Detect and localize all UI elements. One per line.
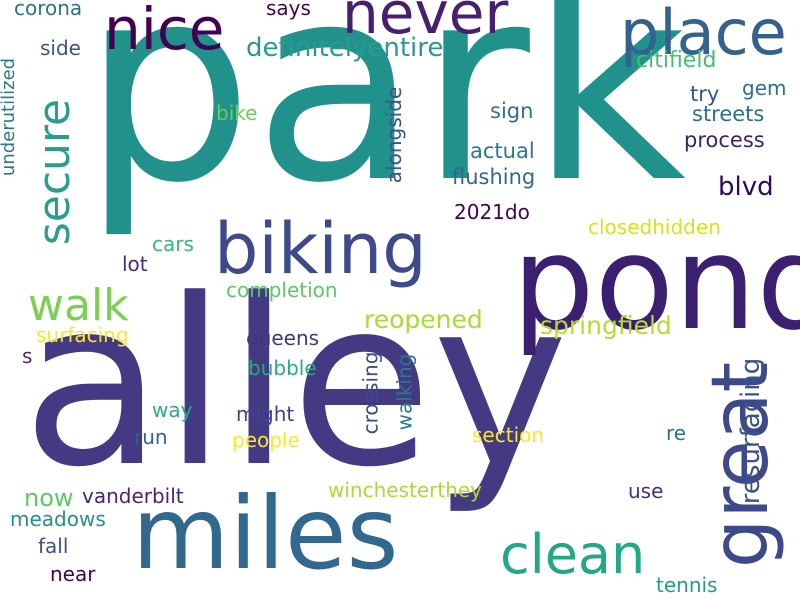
word-closedhidden: closedhidden (588, 215, 721, 239)
word-sign: sign (490, 99, 534, 123)
word-might: might (236, 402, 295, 426)
word-surfacing: surfacing (36, 323, 129, 347)
word-biking: biking (214, 208, 427, 290)
word-streets: streets (692, 102, 765, 126)
word-bubble: bubble (248, 356, 317, 380)
word-blvd: blvd (718, 172, 774, 202)
word-alley: alley (22, 251, 569, 518)
word-miles: miles (132, 475, 399, 592)
word-bike: bike (216, 101, 258, 125)
word-underutilized: underutilized (0, 57, 20, 177)
word-says: says (266, 0, 311, 20)
word-springfield: springfield (540, 311, 672, 340)
word-completion: completion (226, 278, 338, 302)
word-winchesterthey: winchesterthey (328, 478, 483, 502)
word-clean: clean (500, 523, 646, 586)
word-run: run (134, 425, 168, 449)
word-2021do: 2021do (454, 200, 530, 224)
word-nice: nice (104, 0, 225, 63)
word-walking: walking (392, 353, 417, 431)
word-flushing: flushing (452, 165, 536, 189)
word-reopened: reopened (364, 305, 483, 334)
word-now: now (24, 484, 74, 512)
word-cars: cars (152, 232, 194, 256)
word-corona: corona (14, 0, 83, 20)
word-alongside: alongside (382, 86, 407, 184)
word-walk: walk (28, 280, 129, 331)
word-citifield: citifield (636, 48, 717, 73)
word-queens: queens (246, 326, 320, 350)
word-definitelyentire: definitelyentire (246, 33, 444, 63)
word-actual: actual (470, 139, 535, 163)
word-s: s (22, 344, 33, 368)
word-re: re (666, 421, 687, 445)
word-park: park (82, 0, 687, 242)
word-near: near (50, 562, 96, 586)
word-place: place (620, 0, 787, 69)
word-section: section (472, 423, 545, 447)
word-resurfacing: resurfacing (736, 357, 767, 505)
word-gem: gem (742, 76, 787, 100)
word-people: people (232, 428, 300, 452)
word-lot: lot (122, 252, 148, 276)
word-crossing: crossing (358, 351, 383, 435)
word-meadows: meadows (10, 507, 106, 531)
word-pond: pond (512, 207, 800, 359)
word-way: way (152, 398, 193, 422)
word-side: side (40, 36, 81, 60)
word-fall: fall (38, 534, 69, 558)
word-process: process (684, 128, 765, 152)
word-secure: secure (29, 98, 81, 246)
word-use: use (628, 479, 664, 503)
word-vanderbilt: vanderbilt (82, 484, 184, 508)
word-never: never (342, 0, 509, 47)
word-tennis: tennis (656, 573, 718, 597)
word-try: try (690, 82, 720, 106)
